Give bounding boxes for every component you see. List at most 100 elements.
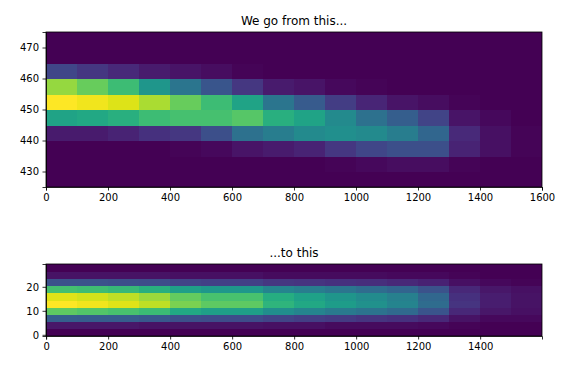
cell [46, 32, 78, 48]
cell [139, 286, 171, 294]
x-tick-label: 1600 [530, 192, 555, 203]
y-tick-mark [43, 172, 47, 173]
x-axis: 02004006008001000120014001600 [43, 187, 555, 203]
cell [108, 300, 140, 308]
cell [108, 172, 140, 188]
cell [294, 307, 326, 315]
y-tick-label: 440 [20, 135, 39, 146]
cell [356, 79, 388, 95]
cell [325, 156, 357, 172]
cell [294, 141, 326, 157]
cell [170, 322, 202, 330]
cell [511, 94, 542, 110]
cell [263, 300, 295, 308]
x-tick: 600 [223, 187, 242, 203]
cell [232, 307, 264, 315]
cell [170, 271, 202, 279]
cell [511, 48, 542, 64]
cell [139, 278, 171, 286]
cell [356, 110, 388, 126]
cell [108, 79, 140, 95]
x-tick-label: 1200 [406, 341, 431, 352]
cell [77, 264, 109, 272]
cell [325, 329, 357, 336]
cell [325, 322, 357, 330]
y-tick-mark [43, 287, 47, 288]
cell [201, 48, 233, 64]
y-tick-mark [43, 48, 47, 49]
cell [170, 300, 202, 308]
cell [294, 63, 326, 79]
cell [294, 94, 326, 110]
cell [449, 172, 481, 188]
y-axis-line [43, 265, 47, 337]
cell [418, 278, 450, 286]
cell [418, 264, 450, 272]
cell [170, 110, 202, 126]
cell [449, 94, 481, 110]
cell [139, 322, 171, 330]
cell [356, 48, 388, 64]
cell [201, 314, 233, 322]
cell [325, 110, 357, 126]
cell [232, 172, 264, 188]
cell [356, 329, 388, 336]
cell [46, 322, 78, 330]
cell [294, 300, 326, 308]
cell [480, 329, 512, 336]
cell [139, 264, 171, 272]
panel: 020040060080010001200140001020...to this [26, 246, 542, 352]
cell [480, 293, 512, 301]
cell [418, 32, 450, 48]
cells [46, 264, 542, 336]
cell [108, 329, 140, 336]
cell [418, 307, 450, 315]
cell [139, 172, 171, 188]
cell [511, 264, 542, 272]
x-tick: 1200 [406, 336, 431, 352]
cell [418, 79, 450, 95]
cell [449, 79, 481, 95]
cell [77, 300, 109, 308]
x-tick-label: 600 [223, 192, 242, 203]
cell [449, 63, 481, 79]
y-tick-label: 430 [20, 166, 39, 177]
cell [325, 314, 357, 322]
y-axis-line [43, 33, 47, 188]
cell [294, 322, 326, 330]
cell [325, 271, 357, 279]
cell [480, 110, 512, 126]
cell [325, 48, 357, 64]
x-tick-mark [232, 187, 233, 191]
x-tick-label: 800 [285, 192, 304, 203]
cell [77, 322, 109, 330]
cell [511, 307, 542, 315]
cell [46, 79, 78, 95]
cell [449, 314, 481, 322]
cell [46, 271, 78, 279]
cell [263, 63, 295, 79]
x-tick: 200 [99, 187, 118, 203]
cell [139, 293, 171, 301]
cell [356, 264, 388, 272]
cell [232, 314, 264, 322]
cell [480, 322, 512, 330]
cell [511, 286, 542, 294]
cells [46, 32, 542, 187]
figure: 0200400600800100012001400160043044045046… [0, 0, 569, 391]
cell [418, 314, 450, 322]
x-tick-mark [356, 187, 357, 191]
cell [170, 79, 202, 95]
cell [418, 172, 450, 188]
cell [511, 300, 542, 308]
cell [294, 286, 326, 294]
cell [108, 264, 140, 272]
cell [170, 125, 202, 141]
cell [418, 322, 450, 330]
cell [387, 322, 419, 330]
cell [77, 94, 109, 110]
x-tick-mark [542, 187, 543, 191]
cell [511, 110, 542, 126]
cell [418, 141, 450, 157]
y-tick: 430 [20, 166, 46, 177]
